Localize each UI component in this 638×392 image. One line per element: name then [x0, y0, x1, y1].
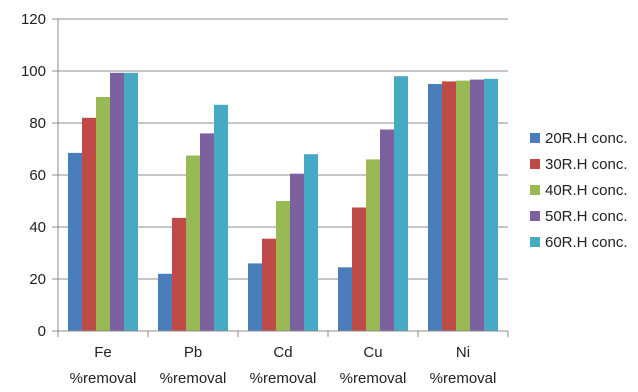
legend-label: 50R.H conc.: [545, 208, 628, 225]
x-category-label: Fe: [94, 344, 112, 361]
x-category-label: %removal: [70, 370, 137, 387]
legend: 20R.H conc. 30R.H conc. 40R.H conc. 50R.H c…: [530, 130, 628, 251]
bar: [352, 207, 366, 331]
bar: [276, 201, 290, 331]
bar: [484, 78, 498, 331]
bar: [96, 97, 110, 331]
bars: [68, 72, 498, 332]
bar: [158, 273, 172, 331]
y-tick-label: 80: [29, 115, 46, 132]
legend-swatch: [530, 133, 540, 143]
y-tick-label: 40: [29, 219, 46, 236]
x-category-label: %removal: [430, 370, 497, 387]
bar: [110, 72, 124, 331]
legend-swatch: [530, 185, 540, 195]
bar: [124, 72, 138, 331]
x-category-label: %removal: [250, 370, 317, 387]
bar: [470, 79, 484, 331]
bar: [442, 81, 456, 332]
bar: [380, 129, 394, 331]
y-axis-ticks: 0 20 40 60 80 100 120: [21, 11, 58, 340]
bar: [428, 84, 442, 331]
bar: [366, 159, 380, 331]
x-category-label: Cd: [273, 344, 292, 361]
bar: [290, 173, 304, 331]
legend-swatch: [530, 211, 540, 221]
legend-swatch: [530, 237, 540, 247]
bar: [68, 152, 82, 331]
x-axis-labels: Fe %removal Pb %removal Cd %removal Cu %removal…: [70, 344, 497, 387]
y-tick-label: 0: [38, 323, 46, 340]
bar: [214, 104, 228, 331]
bar: [186, 155, 200, 331]
bar: [172, 217, 186, 331]
y-tick-label: 20: [29, 271, 46, 288]
bar: [262, 238, 276, 331]
y-tick-label: 120: [21, 11, 46, 28]
axes: [57, 19, 509, 337]
legend-label: 20R.H conc.: [545, 130, 628, 147]
x-category-label: %removal: [160, 370, 227, 387]
bar: [338, 267, 352, 331]
legend-label: 30R.H conc.: [545, 156, 628, 173]
bar: [248, 263, 262, 331]
bar: [82, 117, 96, 331]
bar: [200, 133, 214, 331]
bar: [304, 154, 318, 331]
bar: [394, 76, 408, 331]
legend-label: 60R.H conc.: [545, 234, 628, 251]
x-category-label: %removal: [340, 370, 407, 387]
x-category-label: Cu: [363, 344, 382, 361]
bar: [456, 80, 470, 332]
x-category-label: Ni: [456, 344, 470, 361]
y-tick-label: 100: [21, 63, 46, 80]
legend-swatch: [530, 159, 540, 169]
legend-label: 40R.H conc.: [545, 182, 628, 199]
x-category-label: Pb: [184, 344, 202, 361]
y-tick-label: 60: [29, 167, 46, 184]
